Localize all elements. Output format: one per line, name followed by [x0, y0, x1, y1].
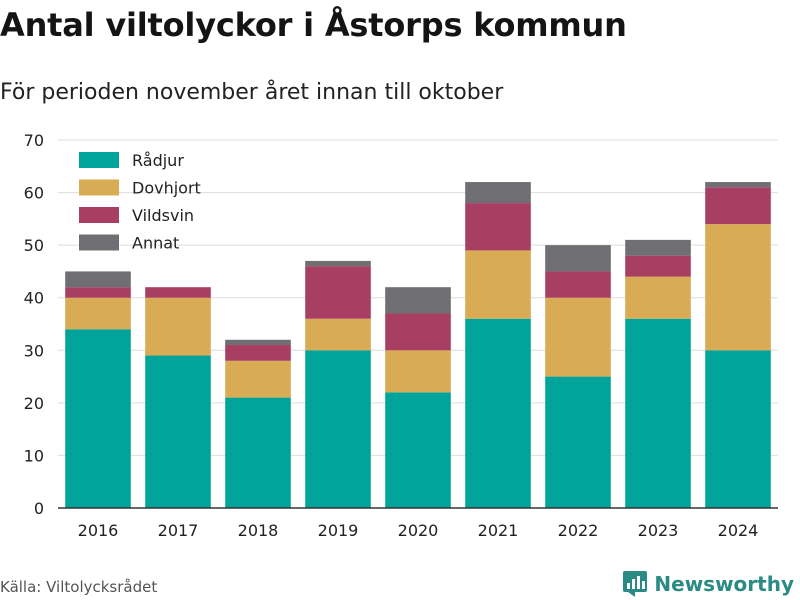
bar-segment: [225, 345, 291, 361]
newsworthy-logo-icon: [623, 571, 648, 597]
bar-segment: [465, 318, 531, 508]
bar-segment: [625, 276, 691, 319]
x-tick-label: 2019: [318, 521, 359, 540]
y-tick-label: 40: [24, 289, 44, 308]
bar-segment: [65, 271, 131, 288]
legend-label: Annat: [132, 234, 179, 253]
y-axis-ticks: 0 10 20 30 40 50 60 70: [24, 131, 44, 518]
bar-segment: [385, 392, 451, 508]
bar-segment: [465, 250, 531, 319]
x-axis-ticks: 2016 2017 2018 2019 2020 2021 2022 2023 2024: [58, 507, 778, 540]
bar-segment: [545, 297, 611, 377]
bar-segment: [625, 318, 691, 508]
brand-logo: Newsworthy: [622, 570, 794, 598]
y-tick-label: 70: [24, 131, 44, 150]
y-tick-label: 10: [24, 446, 44, 465]
bar-segment: [705, 224, 771, 351]
y-tick-label: 20: [24, 394, 44, 413]
x-tick-label: 2024: [718, 521, 759, 540]
legend-label: Vildsvin: [132, 206, 194, 225]
bar-segment: [545, 245, 611, 272]
source-note: Källa: Viltolycksrådet: [0, 578, 158, 596]
bar-segment: [385, 287, 451, 314]
legend-swatch: [79, 152, 119, 168]
y-tick-label: 60: [24, 184, 44, 203]
bar-segment: [385, 350, 451, 393]
legend-label: Rådjur: [132, 151, 184, 170]
x-tick-label: 2021: [478, 521, 519, 540]
x-tick-label: 2016: [78, 521, 119, 540]
y-tick-label: 50: [24, 236, 44, 255]
bar-segment: [625, 239, 691, 256]
bar-segment: [65, 287, 131, 298]
chart-title: Antal viltolyckor i Åstorps kommun: [0, 6, 627, 44]
bars: [65, 182, 771, 508]
bar-segment: [305, 350, 371, 508]
bar-segment: [705, 350, 771, 508]
bar-segment: [145, 355, 211, 508]
legend-swatch: [79, 207, 119, 223]
legend-swatch: [79, 179, 119, 196]
x-tick-label: 2018: [238, 521, 279, 540]
x-tick-label: 2022: [558, 521, 599, 540]
bar-segment: [145, 287, 211, 298]
brand-name: Newsworthy: [654, 572, 794, 596]
bar-segment: [545, 376, 611, 508]
bar-segment: [225, 397, 291, 508]
legend: Rådjur Dovhjort Vildsvin Annat: [79, 151, 201, 253]
bar-segment: [305, 266, 371, 319]
bar-segment: [385, 313, 451, 351]
bar-segment: [225, 360, 291, 398]
bar-segment: [705, 187, 771, 225]
y-tick-label: 30: [24, 341, 44, 360]
legend-swatch: [79, 234, 119, 251]
bar-segment: [305, 318, 371, 351]
bar-segment: [225, 339, 291, 346]
bar-segment: [625, 255, 691, 277]
bar-segment: [705, 182, 771, 188]
bar-segment: [465, 182, 531, 204]
bar-segment: [305, 260, 371, 267]
x-tick-label: 2020: [398, 521, 439, 540]
x-tick-label: 2017: [158, 521, 199, 540]
bar-segment: [145, 297, 211, 356]
legend-label: Dovhjort: [132, 179, 201, 198]
bar-segment: [465, 203, 531, 251]
x-tick-label: 2023: [638, 521, 679, 540]
y-tick-label: 0: [34, 499, 44, 518]
bar-segment: [65, 329, 131, 508]
bar-segment: [65, 297, 131, 330]
bar-segment: [545, 271, 611, 298]
chart-subtitle: För perioden november året innan till ok…: [0, 80, 504, 105]
